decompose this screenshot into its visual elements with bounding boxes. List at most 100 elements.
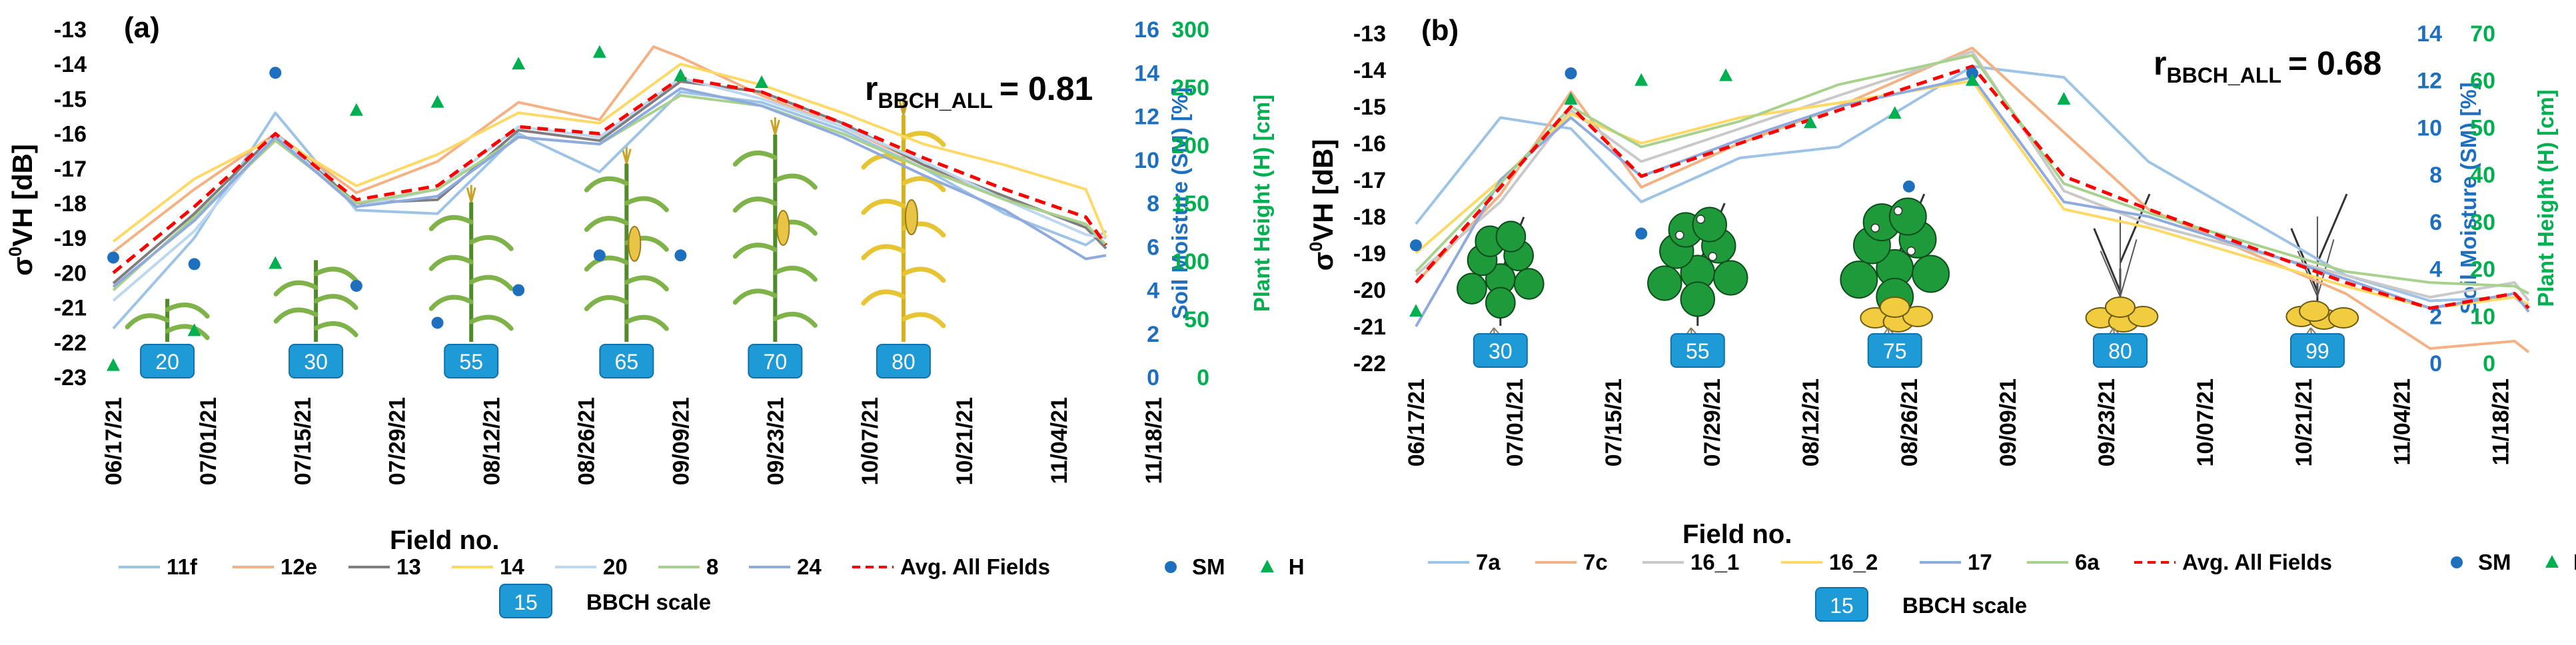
- sm-point: [674, 249, 687, 262]
- plant-leaf: [165, 324, 210, 340]
- y-axis-label: σ0VH [dB]: [1306, 139, 1339, 271]
- y-axis-label: σ0VH [dB]: [5, 144, 38, 276]
- legend-swatch: [2451, 556, 2463, 568]
- y-tick-label: -14: [54, 52, 87, 77]
- panel-a: (a)-23-22-21-20-19-18-17-16-15-14-13σ0VH…: [5, 11, 1305, 618]
- legend-item: 16_1: [1642, 550, 1739, 574]
- legend-label: 16_2: [1829, 550, 1878, 574]
- h-point: [1564, 92, 1578, 105]
- plant-leaf: [584, 295, 629, 312]
- h-point: [1966, 73, 1979, 86]
- legend-label: 17: [1968, 550, 1992, 574]
- h-tick-label: 300: [1171, 17, 1209, 43]
- y-tick-label: -22: [54, 330, 87, 356]
- y-tick-label: -18: [54, 191, 87, 217]
- x-tick-label: 09/09/21: [668, 397, 694, 485]
- y-axis-label-symbol: σ: [1307, 252, 1339, 271]
- sm-tick-label: 16: [1134, 17, 1159, 43]
- correlation-value: = 0.81: [999, 70, 1093, 107]
- plant-leaf: [732, 289, 778, 305]
- plant-leaf: [468, 275, 514, 291]
- x-tick-label: 07/15/21: [1601, 378, 1626, 466]
- correlation-subscript: BBCH_ALL: [2166, 63, 2281, 87]
- plant-tuber: [2128, 306, 2159, 327]
- sm-tick-label: 10: [2417, 115, 2442, 141]
- legend-item: 11f: [119, 554, 198, 579]
- bbch-badge: [2092, 333, 2148, 368]
- y-tick-label: -14: [1353, 58, 1386, 83]
- sm-axis-label: Soil Moisture (SM) [%]: [1167, 87, 1192, 319]
- sm-tick-label: 6: [1147, 235, 1159, 260]
- bbch-badge-label: 20: [155, 350, 179, 374]
- x-tick-label: 10/07/21: [2193, 378, 2218, 466]
- bbch-badge: [748, 344, 803, 378]
- y-tick-label: -13: [54, 17, 87, 43]
- legend-item: 14: [452, 554, 524, 579]
- legend-item: Avg. All Fields: [852, 554, 1050, 579]
- series-line-6a: [1415, 54, 2529, 295]
- x-tick-label: 08/12/21: [480, 397, 505, 485]
- bbch-badge-label: 80: [892, 350, 916, 374]
- x-tick-label: 08/12/21: [1798, 378, 1824, 466]
- h-tick-label: 100: [1171, 249, 1209, 275]
- plant-dry-stem: [2316, 239, 2335, 297]
- legend-item: 13: [348, 554, 421, 579]
- bbch-badge-label: 55: [1686, 339, 1710, 363]
- plant-foliage: [1680, 281, 1715, 317]
- x-tick-label: 11/04/21: [2390, 378, 2415, 465]
- x-axis-label: Field no.: [390, 526, 499, 555]
- plant-leaf: [732, 243, 778, 259]
- plant-leaf: [772, 173, 818, 190]
- correlation-value: = 0.68: [2288, 45, 2381, 82]
- h-tick-label: 200: [1171, 133, 1209, 159]
- y-tick-label: -17: [54, 157, 87, 182]
- series-line-7a: [1415, 65, 2530, 310]
- bbch-badge-label: 75: [1883, 339, 1907, 363]
- y-tick-label: -20: [1353, 278, 1386, 303]
- legend-label: SM: [2478, 550, 2511, 574]
- correlation-annotation: rBBCH_ALL = 0.68: [2154, 45, 2381, 87]
- legend-label: 11f: [167, 554, 198, 579]
- legend-item: Avg. All Fields: [2134, 550, 2332, 574]
- maize-plant-illustration: [584, 146, 669, 342]
- plant-dry-stem: [2100, 251, 2121, 297]
- plant-flower: [1708, 252, 1718, 261]
- sm-tick-label: 10: [1134, 148, 1159, 173]
- y-tick-label: -19: [1353, 241, 1386, 267]
- x-axis-label: Field no.: [1682, 520, 1792, 549]
- x-tick-label: 10/07/21: [858, 397, 883, 485]
- maize-plant-illustration: [732, 117, 818, 342]
- legend-label: H: [2573, 550, 2576, 574]
- y-tick-label: -16: [1353, 131, 1386, 157]
- sm-point: [1902, 180, 1915, 193]
- plant-cob: [628, 225, 642, 262]
- plant-leaf: [861, 289, 906, 306]
- x-tick-label: 11/04/21: [1047, 397, 1072, 484]
- bbch-badge: [289, 344, 344, 378]
- plant-tuber: [2299, 301, 2330, 322]
- plant-cob: [776, 209, 790, 246]
- sm-tick-label: 4: [1147, 279, 1159, 304]
- h-point: [107, 358, 120, 371]
- plant-tuber: [2328, 307, 2359, 328]
- plant-leaf: [428, 215, 474, 231]
- sm-tick-label: 6: [2429, 210, 2442, 235]
- x-tick-label: 09/09/21: [1996, 378, 2021, 466]
- h-tick-label: 30: [2470, 210, 2495, 235]
- series-line-11f: [112, 91, 1107, 330]
- plant-leaf: [428, 295, 474, 311]
- plant-leaf: [584, 176, 629, 193]
- series-line-16-1: [1415, 50, 2530, 302]
- plant-cob: [904, 199, 918, 235]
- h-axis-label: Plant Height (H) [cm]: [1249, 95, 1274, 312]
- series-line-avg-all-fields: [112, 76, 1108, 275]
- y-axis-label-superscript: 0: [1306, 242, 1326, 252]
- panel-label: (a): [124, 11, 160, 44]
- legend-label: 14: [500, 554, 524, 579]
- bbch-legend-text: BBCH scale: [1902, 593, 2027, 618]
- plant-leaf: [901, 267, 946, 283]
- plant-foliage: [1713, 260, 1748, 296]
- sm-point: [431, 317, 444, 329]
- legend-item: 20: [555, 554, 628, 579]
